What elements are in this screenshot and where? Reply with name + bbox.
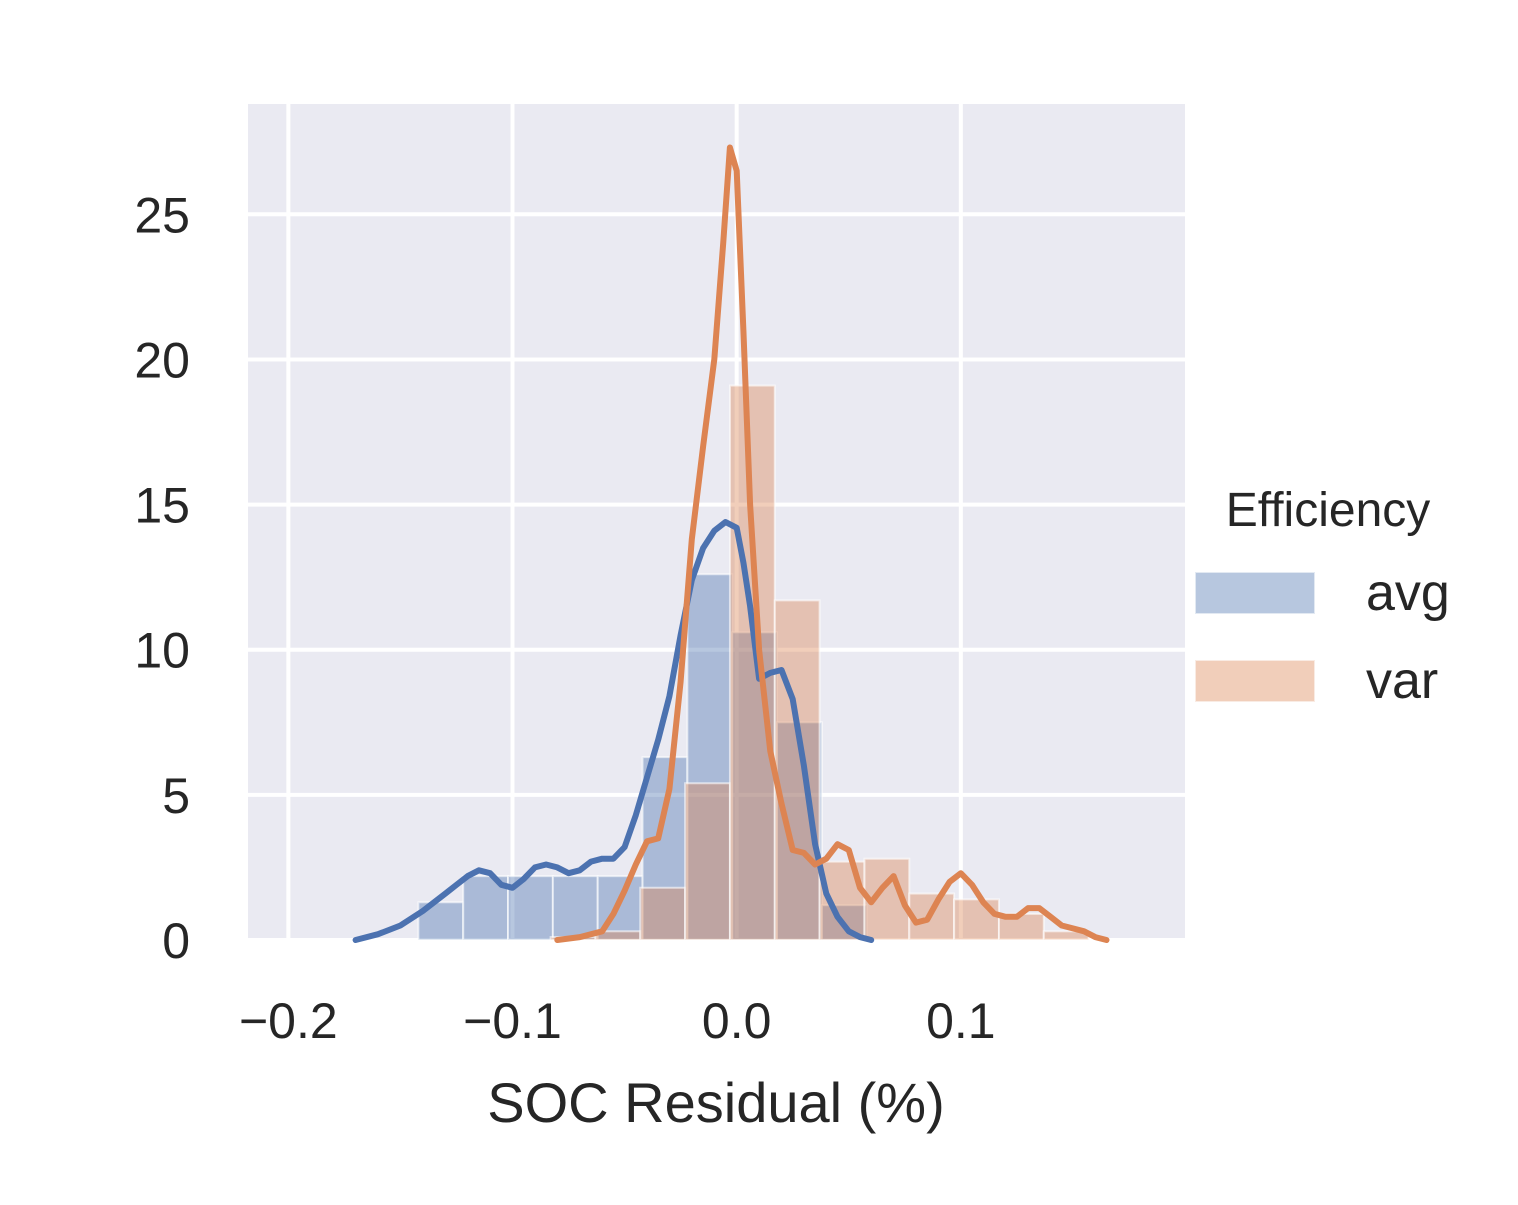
- x-axis-label: SOC Residual (%): [487, 1071, 944, 1134]
- legend-title: Efficiency: [1226, 484, 1431, 537]
- bar-var: [684, 782, 731, 941]
- legend-label-var: var: [1366, 652, 1438, 710]
- bar-var: [728, 384, 776, 941]
- bar-var: [773, 599, 821, 941]
- plot-area: [248, 104, 1185, 940]
- bar-var: [953, 898, 1000, 941]
- x-tick-label: −0.2: [239, 993, 338, 1049]
- bar-avg: [551, 875, 599, 942]
- y-tick-label: 5: [162, 768, 190, 824]
- bar-var: [639, 886, 687, 941]
- x-tick-label: 0.0: [702, 993, 772, 1049]
- kde-lines: [352, 144, 1110, 943]
- histogram-bars: [417, 384, 1090, 942]
- y-tick-label: 20: [134, 332, 190, 388]
- legend-label-avg: avg: [1366, 564, 1450, 622]
- legend-swatch-var: [1194, 659, 1316, 703]
- y-axis-ticks: 0 5 10 15 20 25: [134, 187, 190, 969]
- y-tick-label: 10: [134, 623, 190, 679]
- y-tick-label: 15: [134, 478, 190, 534]
- bar-avg: [686, 573, 734, 941]
- x-tick-label: −0.1: [463, 993, 562, 1049]
- gridlines: [248, 104, 1185, 942]
- x-axis-ticks: −0.2 −0.1 0.0 0.1: [239, 993, 996, 1049]
- kde-line-var: [554, 144, 1110, 943]
- y-tick-label: 25: [134, 187, 190, 243]
- kde-line-avg: [352, 519, 875, 943]
- legend: Efficiency avg var: [1194, 484, 1450, 710]
- y-tick-label: 0: [162, 913, 190, 969]
- legend-swatch-avg: [1194, 571, 1316, 615]
- x-tick-label: 0.1: [926, 993, 996, 1049]
